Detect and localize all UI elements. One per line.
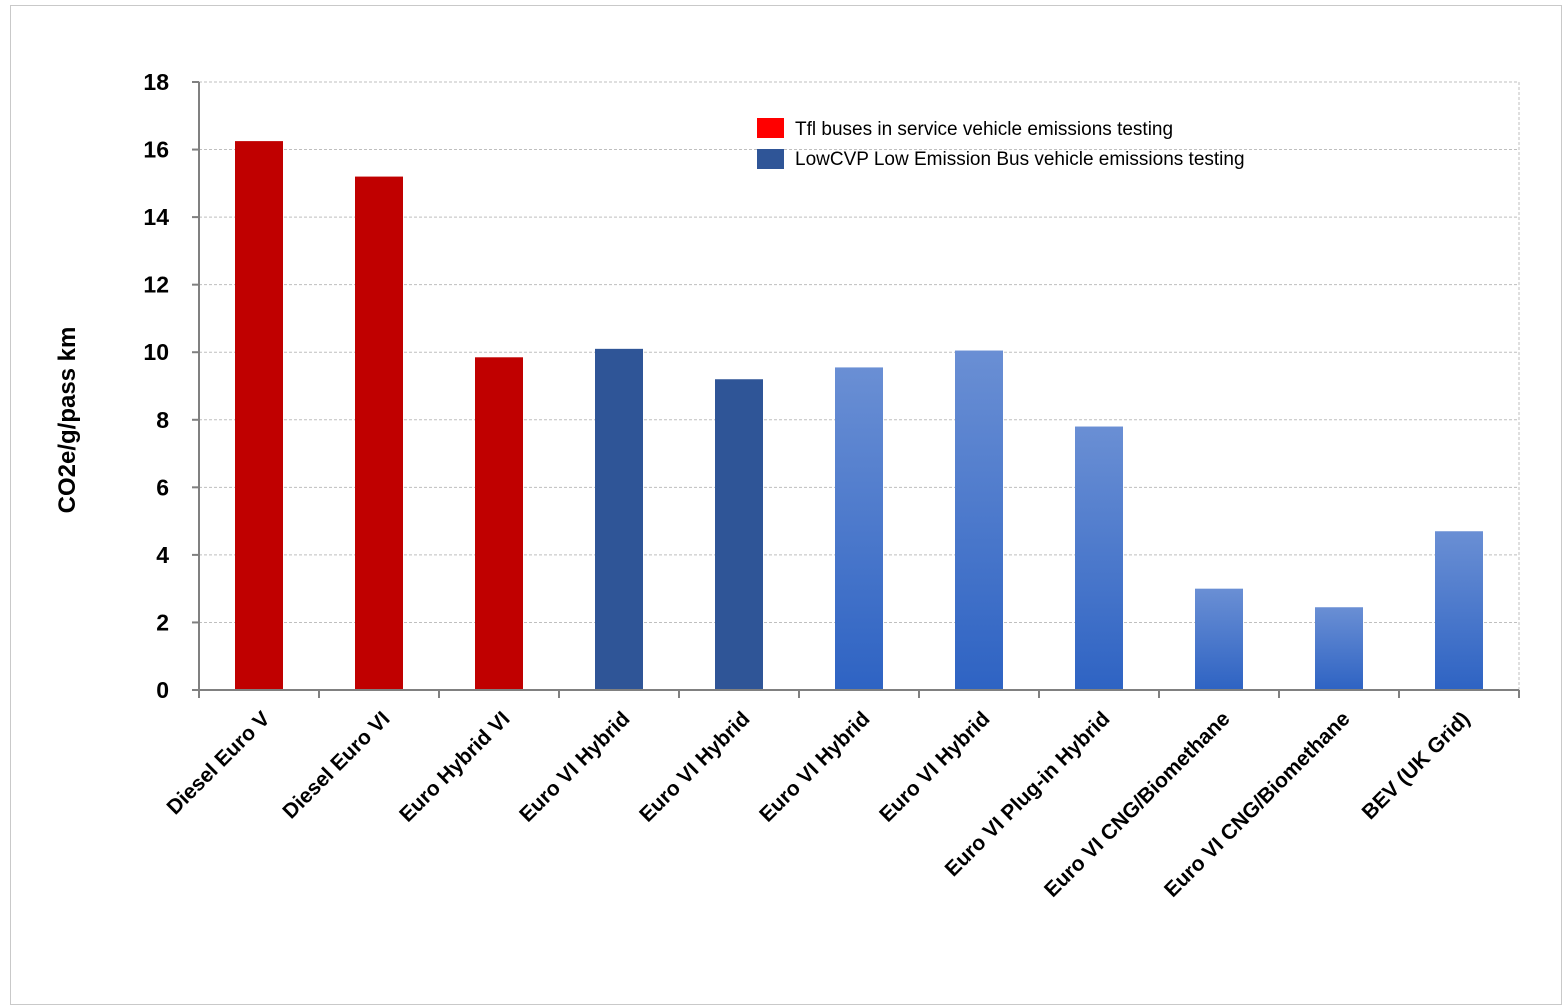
y-tick-label: 2 bbox=[156, 609, 169, 635]
legend-swatch-lowcvp bbox=[757, 149, 784, 169]
bar bbox=[1075, 426, 1123, 690]
bar bbox=[715, 379, 763, 690]
bar bbox=[955, 350, 1003, 690]
legend-swatch-tfl bbox=[757, 118, 784, 138]
y-tick-labels: 0 2 4 6 8 10 12 14 16 18 bbox=[143, 69, 169, 703]
x-category-label: Euro VI Hybrid bbox=[875, 707, 994, 826]
y-tick-label: 8 bbox=[156, 407, 169, 433]
bars bbox=[235, 141, 1483, 691]
x-category-label: Diesel Euro V bbox=[163, 707, 275, 819]
y-tick-label: 4 bbox=[156, 542, 169, 568]
bar bbox=[1315, 607, 1363, 690]
legend-label-tfl: Tfl buses in service vehicle emissions t… bbox=[795, 119, 1173, 140]
legend-label-lowcvp: LowCVP Low Emission Bus vehicle emission… bbox=[795, 149, 1245, 170]
x-category-label: BEV (UK Grid) bbox=[1358, 707, 1475, 824]
bar bbox=[595, 348, 643, 690]
bar bbox=[475, 357, 523, 690]
x-category-label: Euro VI Hybrid bbox=[635, 707, 754, 826]
bar bbox=[1195, 588, 1243, 690]
legend: Tfl buses in service vehicle emissions t… bbox=[757, 118, 1245, 170]
x-category-label: Diesel Euro VI bbox=[278, 707, 394, 823]
x-category-label: Euro Hybrid VI bbox=[395, 707, 514, 826]
y-tick-label: 0 bbox=[156, 677, 169, 703]
axes bbox=[192, 81, 1520, 698]
gridlines bbox=[199, 81, 1520, 690]
y-tick-label: 10 bbox=[143, 339, 169, 365]
bar bbox=[835, 367, 883, 690]
y-tick-label: 12 bbox=[143, 272, 169, 298]
y-tick-label: 14 bbox=[143, 204, 169, 230]
x-category-labels: Diesel Euro V Diesel Euro VI Euro Hybrid V… bbox=[163, 707, 1475, 901]
bar bbox=[235, 141, 283, 691]
bar bbox=[355, 176, 403, 691]
y-tick-label: 6 bbox=[156, 474, 169, 500]
y-tick-label: 16 bbox=[143, 137, 169, 163]
x-category-label: Euro VI Hybrid bbox=[755, 707, 874, 826]
x-category-label: Euro VI Hybrid bbox=[515, 707, 634, 826]
y-axis-title: CO2e/g/pass km bbox=[54, 327, 81, 514]
y-tick-label: 18 bbox=[143, 69, 169, 95]
bar bbox=[1435, 531, 1483, 690]
